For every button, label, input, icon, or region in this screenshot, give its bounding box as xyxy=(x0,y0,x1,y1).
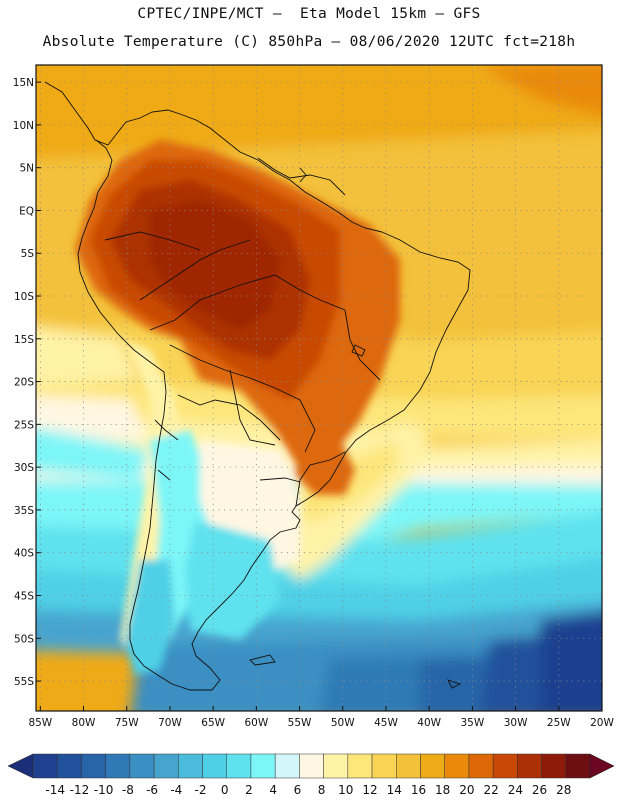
lat-label: 10N xyxy=(13,120,34,132)
lat-label: 15N xyxy=(13,77,34,89)
lat-label: 20S xyxy=(14,377,34,389)
lon-label: 75W xyxy=(115,717,139,729)
lat-label: 45S xyxy=(14,590,34,602)
lon-label: 65W xyxy=(201,717,225,729)
lon-label: 55W xyxy=(288,717,312,729)
lat-label: 55S xyxy=(14,676,34,688)
map-frame xyxy=(35,64,603,712)
coastline xyxy=(44,81,471,691)
lat-label: 50S xyxy=(14,633,34,645)
lon-label: 35W xyxy=(461,717,485,729)
lon-label: 20W xyxy=(590,717,614,729)
lon-label: 30W xyxy=(504,717,528,729)
lat-label: 40S xyxy=(14,548,34,560)
lon-label: 25W xyxy=(547,717,571,729)
lon-label: 80W xyxy=(72,717,96,729)
lon-label: 40W xyxy=(417,717,441,729)
lat-label: 5N xyxy=(19,163,34,175)
lon-label: 50W xyxy=(331,717,355,729)
lat-label: EQ xyxy=(19,205,34,217)
chart-title-line2: Absolute Temperature (C) 850hPa – 08/06/… xyxy=(42,34,576,50)
lat-label: 25S xyxy=(14,419,34,431)
lat-label: 35S xyxy=(14,505,34,517)
temperature-field xyxy=(36,65,602,711)
lon-label: 45W xyxy=(374,717,398,729)
lat-label: 30S xyxy=(14,462,34,474)
latitude-axis: 15N 10N 5N EQ 5S 10S 15S 20S 25S 30S 35S 40S 45S 50S 5… xyxy=(13,77,41,688)
lat-label: 5S xyxy=(21,248,35,260)
lon-label: 70W xyxy=(158,717,182,729)
lat-label: 10S xyxy=(14,291,34,303)
chart-title-line1: CPTEC/INPE/MCT – Eta Model 15km – GFS xyxy=(137,6,481,22)
lon-label: 85W xyxy=(28,717,52,729)
lon-label: 60W xyxy=(244,717,268,729)
longitude-axis: 85W 80W 75W 70W 65W 60W 55W 50W 45W 40W 35W 30W 25W 2… xyxy=(28,706,614,729)
lat-label: 15S xyxy=(14,334,34,346)
